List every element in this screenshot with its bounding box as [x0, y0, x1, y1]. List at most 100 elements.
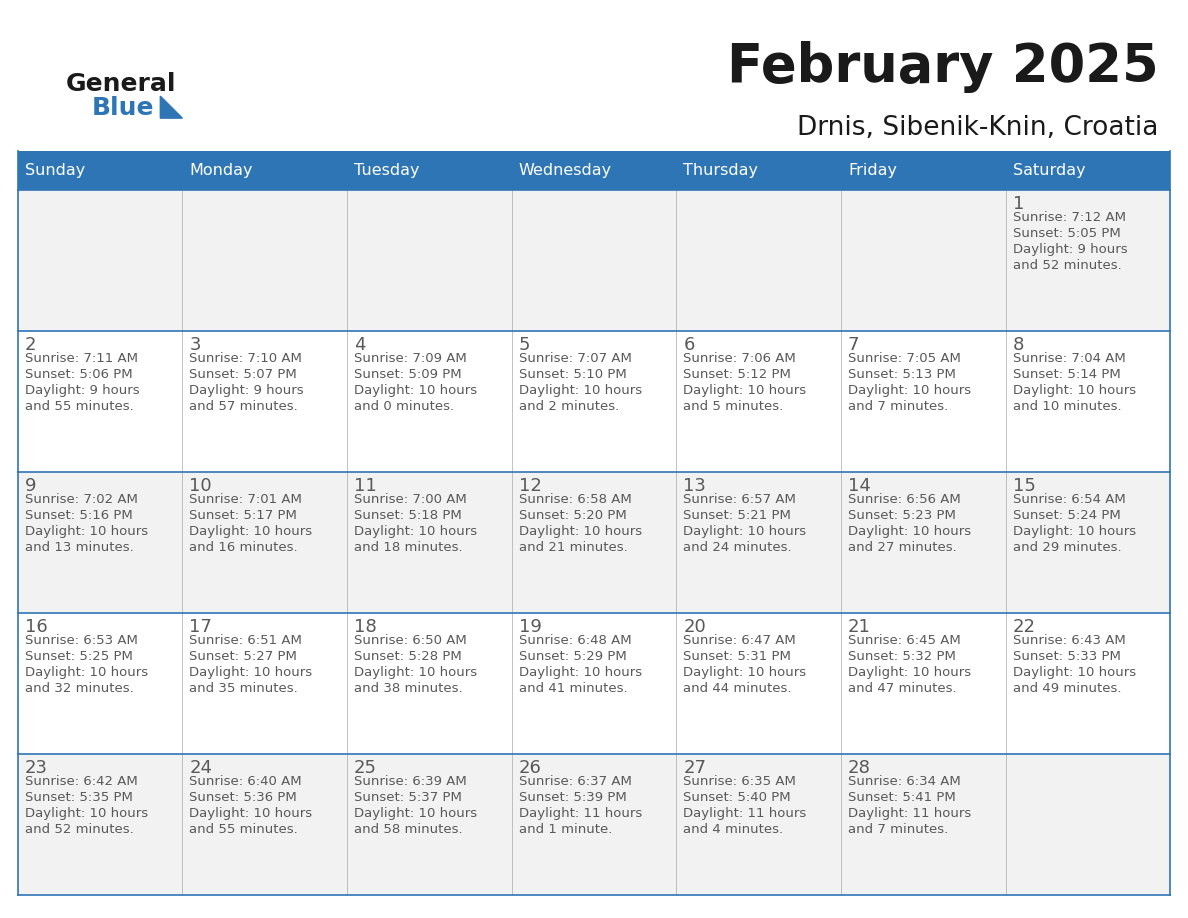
Text: Sunset: 5:09 PM: Sunset: 5:09 PM	[354, 368, 462, 381]
Text: Sunrise: 6:47 AM: Sunrise: 6:47 AM	[683, 634, 796, 647]
Bar	[676, 613, 841, 754]
Text: Sunset: 5:41 PM: Sunset: 5:41 PM	[848, 791, 955, 804]
Text: 1: 1	[1012, 195, 1024, 213]
Text: Sunset: 5:32 PM: Sunset: 5:32 PM	[848, 650, 956, 663]
Bar	[347, 151, 512, 190]
Text: Daylight: 10 hours: Daylight: 10 hours	[25, 666, 148, 679]
Text: Sunrise: 6:57 AM: Sunrise: 6:57 AM	[683, 493, 796, 506]
Text: 15: 15	[1012, 477, 1036, 495]
Text: Sunset: 5:27 PM: Sunset: 5:27 PM	[189, 650, 297, 663]
Text: Sunset: 5:39 PM: Sunset: 5:39 PM	[519, 791, 626, 804]
Text: Sunset: 5:24 PM: Sunset: 5:24 PM	[1012, 509, 1120, 522]
Text: 23: 23	[25, 759, 48, 777]
Bar	[18, 472, 183, 613]
Text: Sunrise: 6:43 AM: Sunrise: 6:43 AM	[1012, 634, 1125, 647]
Bar	[18, 331, 183, 472]
Text: and 5 minutes.: and 5 minutes.	[683, 400, 784, 413]
Text: 25: 25	[354, 759, 377, 777]
Text: Sunset: 5:06 PM: Sunset: 5:06 PM	[25, 368, 132, 381]
Text: Daylight: 11 hours: Daylight: 11 hours	[683, 807, 807, 820]
Text: and 0 minutes.: and 0 minutes.	[354, 400, 454, 413]
Text: Sunset: 5:28 PM: Sunset: 5:28 PM	[354, 650, 462, 663]
Text: Daylight: 9 hours: Daylight: 9 hours	[1012, 243, 1127, 256]
Bar	[347, 331, 512, 472]
Bar	[676, 190, 841, 331]
Text: 4: 4	[354, 336, 366, 354]
Bar	[512, 613, 676, 754]
Text: 9: 9	[25, 477, 37, 495]
Text: February 2025: February 2025	[727, 41, 1158, 94]
Bar	[1005, 331, 1170, 472]
Text: 13: 13	[683, 477, 706, 495]
Text: Daylight: 10 hours: Daylight: 10 hours	[519, 666, 642, 679]
Text: Sunset: 5:17 PM: Sunset: 5:17 PM	[189, 509, 297, 522]
Bar	[1005, 190, 1170, 331]
Text: Tuesday: Tuesday	[354, 163, 419, 178]
Text: Monday: Monday	[189, 163, 253, 178]
Text: and 38 minutes.: and 38 minutes.	[354, 682, 462, 695]
Text: and 2 minutes.: and 2 minutes.	[519, 400, 619, 413]
Text: Daylight: 10 hours: Daylight: 10 hours	[189, 525, 312, 538]
Text: Sunset: 5:21 PM: Sunset: 5:21 PM	[683, 509, 791, 522]
Text: Daylight: 10 hours: Daylight: 10 hours	[354, 525, 478, 538]
Bar	[676, 331, 841, 472]
Bar	[1005, 472, 1170, 613]
Text: General: General	[65, 73, 176, 96]
Text: and 24 minutes.: and 24 minutes.	[683, 541, 792, 554]
Text: 5: 5	[519, 336, 530, 354]
Bar	[841, 613, 1005, 754]
Bar	[183, 613, 347, 754]
Text: Sunrise: 6:50 AM: Sunrise: 6:50 AM	[354, 634, 467, 647]
Text: and 16 minutes.: and 16 minutes.	[189, 541, 298, 554]
Text: Sunrise: 7:06 AM: Sunrise: 7:06 AM	[683, 352, 796, 365]
Text: Blue: Blue	[91, 96, 153, 120]
Text: Sunset: 5:10 PM: Sunset: 5:10 PM	[519, 368, 626, 381]
Text: Sunday: Sunday	[25, 163, 86, 178]
Bar	[18, 613, 183, 754]
Bar	[676, 472, 841, 613]
Text: 3: 3	[189, 336, 201, 354]
Text: Friday: Friday	[848, 163, 897, 178]
Text: Sunset: 5:12 PM: Sunset: 5:12 PM	[683, 368, 791, 381]
Text: Sunrise: 7:11 AM: Sunrise: 7:11 AM	[25, 352, 138, 365]
Bar	[841, 754, 1005, 895]
Bar	[841, 190, 1005, 331]
Text: Daylight: 9 hours: Daylight: 9 hours	[189, 384, 304, 397]
Text: Sunrise: 7:07 AM: Sunrise: 7:07 AM	[519, 352, 632, 365]
Text: Sunrise: 6:37 AM: Sunrise: 6:37 AM	[519, 775, 632, 788]
Text: Daylight: 11 hours: Daylight: 11 hours	[848, 807, 971, 820]
Bar	[183, 331, 347, 472]
Text: and 55 minutes.: and 55 minutes.	[189, 823, 298, 836]
Text: Sunrise: 6:54 AM: Sunrise: 6:54 AM	[1012, 493, 1125, 506]
Text: 28: 28	[848, 759, 871, 777]
Bar	[347, 190, 512, 331]
Bar	[841, 151, 1005, 190]
Text: and 13 minutes.: and 13 minutes.	[25, 541, 133, 554]
Text: and 52 minutes.: and 52 minutes.	[1012, 259, 1121, 272]
Text: Daylight: 10 hours: Daylight: 10 hours	[25, 807, 148, 820]
Text: and 10 minutes.: and 10 minutes.	[1012, 400, 1121, 413]
Text: Sunrise: 6:53 AM: Sunrise: 6:53 AM	[25, 634, 138, 647]
Text: 27: 27	[683, 759, 707, 777]
Text: 18: 18	[354, 618, 377, 636]
Text: 14: 14	[848, 477, 871, 495]
Text: and 29 minutes.: and 29 minutes.	[1012, 541, 1121, 554]
Text: 16: 16	[25, 618, 48, 636]
Text: Sunset: 5:18 PM: Sunset: 5:18 PM	[354, 509, 462, 522]
Text: 10: 10	[189, 477, 213, 495]
Text: Sunset: 5:31 PM: Sunset: 5:31 PM	[683, 650, 791, 663]
Text: 11: 11	[354, 477, 377, 495]
Text: and 32 minutes.: and 32 minutes.	[25, 682, 133, 695]
Text: and 44 minutes.: and 44 minutes.	[683, 682, 792, 695]
Bar	[347, 754, 512, 895]
Bar	[512, 754, 676, 895]
Bar	[1005, 613, 1170, 754]
Text: Sunset: 5:36 PM: Sunset: 5:36 PM	[189, 791, 297, 804]
Text: Drnis, Sibenik-Knin, Croatia: Drnis, Sibenik-Knin, Croatia	[797, 115, 1158, 140]
Bar	[676, 754, 841, 895]
Text: Daylight: 10 hours: Daylight: 10 hours	[1012, 666, 1136, 679]
Text: Sunrise: 6:45 AM: Sunrise: 6:45 AM	[848, 634, 961, 647]
Text: 26: 26	[519, 759, 542, 777]
Text: Daylight: 10 hours: Daylight: 10 hours	[354, 807, 478, 820]
Bar	[512, 331, 676, 472]
